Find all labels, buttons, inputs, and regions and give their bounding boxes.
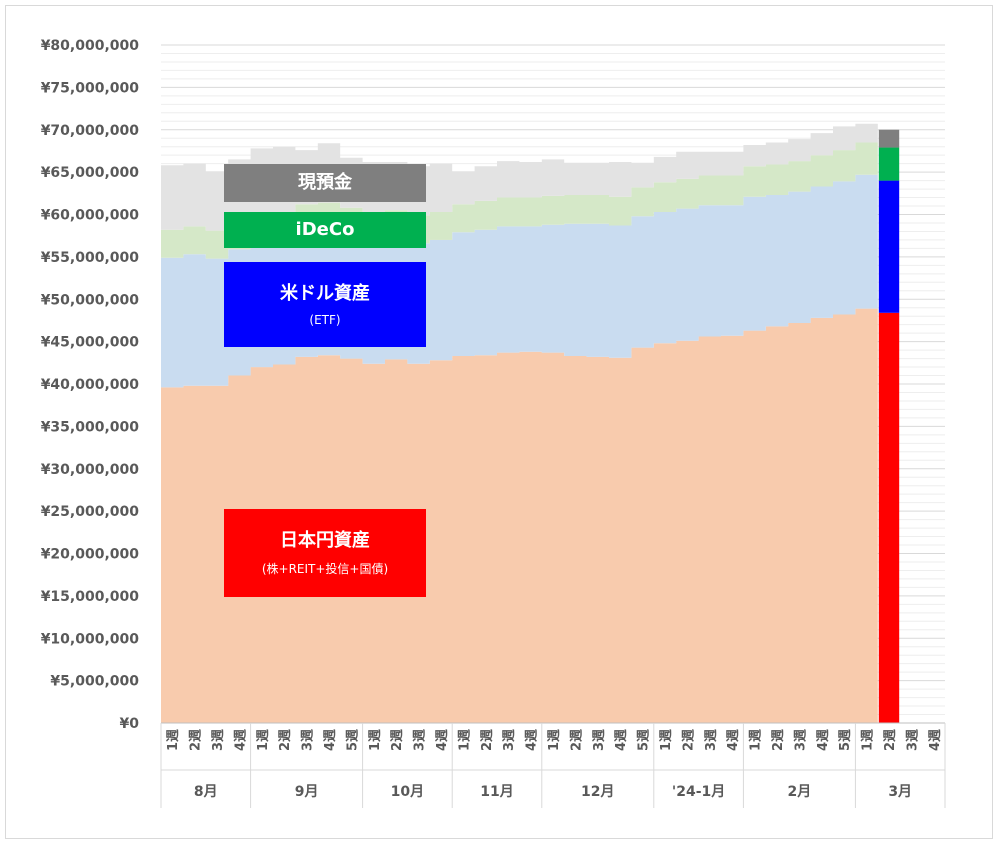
x-month-label: 8月 bbox=[194, 784, 218, 800]
x-week-label: 4週 bbox=[816, 729, 831, 751]
x-month-label: 9月 bbox=[295, 784, 319, 800]
x-week-label: 2週 bbox=[883, 729, 898, 751]
y-tick-label: ¥5,000,000 bbox=[50, 674, 139, 690]
x-week-label: 5週 bbox=[345, 729, 360, 751]
x-month-label: 11月 bbox=[480, 784, 513, 800]
x-week-label: 2週 bbox=[569, 729, 584, 751]
x-week-label: 4週 bbox=[726, 729, 741, 751]
x-week-label: 2週 bbox=[189, 729, 204, 751]
x-month-label: 3月 bbox=[888, 784, 912, 800]
x-week-label: 1週 bbox=[547, 729, 562, 751]
x-week-label: 2週 bbox=[681, 729, 696, 751]
y-tick-label: ¥55,000,000 bbox=[41, 250, 140, 266]
legend-sublabel: (ETF) bbox=[309, 312, 341, 327]
x-week-label: 3週 bbox=[211, 729, 226, 751]
x-week-label: 1週 bbox=[659, 729, 674, 751]
x-week-label: 2週 bbox=[771, 729, 786, 751]
y-tick-label: ¥10,000,000 bbox=[41, 631, 140, 647]
x-week-label: 4週 bbox=[525, 729, 540, 751]
x-week-label: 3週 bbox=[413, 729, 428, 751]
y-tick-label: ¥75,000,000 bbox=[41, 80, 140, 96]
x-week-label: 2週 bbox=[480, 729, 495, 751]
x-week-label: 4週 bbox=[323, 729, 338, 751]
x-week-label: 3週 bbox=[301, 729, 316, 751]
legend-box-0: 日本円資産 (株+REIT+投信+国債) bbox=[224, 509, 426, 597]
x-week-label: 1週 bbox=[166, 729, 181, 751]
y-tick-label: ¥30,000,000 bbox=[41, 462, 140, 478]
y-tick-label: ¥20,000,000 bbox=[41, 547, 140, 563]
y-tick-label: ¥65,000,000 bbox=[41, 165, 140, 181]
x-week-label: 3週 bbox=[704, 729, 719, 751]
legend-label: iDeCo bbox=[295, 219, 355, 240]
y-axis-ticks: ¥0 ¥5,000,000 ¥10,000,000 ¥15,000,000 ¥20,00… bbox=[41, 38, 140, 732]
x-week-label: 1週 bbox=[256, 729, 271, 751]
x-week-label: 4週 bbox=[233, 729, 248, 751]
x-week-label: 4週 bbox=[928, 729, 943, 751]
current-week-bar bbox=[878, 129, 900, 723]
legend-label: 米ドル資産 bbox=[280, 282, 370, 304]
y-tick-label: ¥25,000,000 bbox=[41, 504, 140, 520]
x-week-label: 2週 bbox=[390, 729, 405, 751]
x-week-label: 5週 bbox=[838, 729, 853, 751]
y-tick-label: ¥40,000,000 bbox=[41, 377, 140, 393]
legend-box-1: 米ドル資産 (ETF) bbox=[224, 262, 426, 347]
x-week-label: 1週 bbox=[749, 729, 764, 751]
x-month-label: 2月 bbox=[788, 784, 812, 800]
y-tick-label: ¥60,000,000 bbox=[41, 208, 140, 224]
x-month-label: 12月 bbox=[581, 784, 614, 800]
x-week-label: 1週 bbox=[457, 729, 472, 751]
x-week-label: 3週 bbox=[905, 729, 920, 751]
x-week-label: 4週 bbox=[435, 729, 450, 751]
legend-box-2: iDeCo bbox=[224, 212, 426, 248]
legend-label: 現預金 bbox=[298, 172, 352, 193]
y-tick-label: ¥45,000,000 bbox=[41, 335, 140, 351]
x-week-label: 1週 bbox=[368, 729, 383, 751]
x-week-label: 3週 bbox=[793, 729, 808, 751]
bar-segment-3 bbox=[878, 129, 900, 148]
y-tick-label: ¥80,000,000 bbox=[41, 38, 140, 54]
chart-frame bbox=[5, 5, 993, 839]
y-tick-label: ¥35,000,000 bbox=[41, 419, 140, 435]
x-week-label: 3週 bbox=[592, 729, 607, 751]
legend-label: 日本円資産 bbox=[280, 529, 370, 551]
x-week-label: 4週 bbox=[614, 729, 629, 751]
x-month-label: 10月 bbox=[391, 784, 424, 800]
x-axis: 1週 2週 3週 4週 8月 1週 2週 3週 4週 5週 9月 1週 2週 3週 4週 10月 1週 2週 3週 4… bbox=[160, 722, 946, 808]
x-week-label: 1週 bbox=[861, 729, 876, 751]
y-tick-label: ¥70,000,000 bbox=[41, 123, 140, 139]
x-month-label: '24-1月 bbox=[672, 784, 725, 800]
area-0 bbox=[161, 308, 878, 723]
legend-sublabel: (株+REIT+投信+国債) bbox=[261, 561, 389, 576]
x-week-label: 5週 bbox=[637, 729, 652, 751]
y-tick-label: ¥0 bbox=[120, 716, 140, 732]
y-tick-label: ¥50,000,000 bbox=[41, 292, 140, 308]
bar-segment-0 bbox=[878, 312, 900, 723]
legend-box-3: 現預金 bbox=[224, 164, 426, 202]
x-week-label: 2週 bbox=[278, 729, 293, 751]
y-tick-label: ¥15,000,000 bbox=[41, 589, 140, 605]
area-3 bbox=[161, 123, 878, 231]
x-week-label: 3週 bbox=[502, 729, 517, 751]
bar-segment-2 bbox=[878, 147, 900, 181]
bar-segment-1 bbox=[878, 180, 900, 313]
